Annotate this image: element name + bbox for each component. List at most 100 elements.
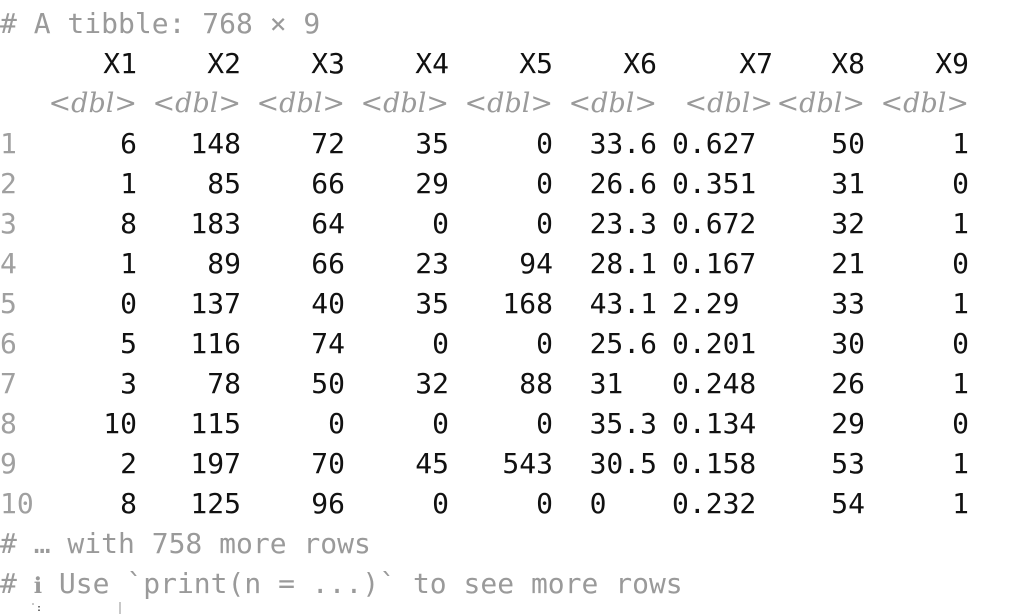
table-cell: 0	[536, 487, 553, 520]
tibble-title: # A tibble: 768 × 9	[0, 7, 321, 40]
table-row: 8 10 115 0 0 0 35.3 0.134 29 0	[0, 404, 1018, 444]
column-type: <dbl>	[256, 88, 345, 119]
prompt-glyph: ˙:	[30, 603, 43, 614]
table-cell: 50	[831, 127, 865, 160]
table-cell: 0	[432, 407, 449, 440]
column-type-row: <dbl> <dbl> <dbl> <dbl> <dbl> <dbl> <dbl…	[0, 84, 1018, 124]
table-row: 4 1 89 66 23 94 28.1 0.167 21 0	[0, 244, 1018, 284]
table-cell: 30	[831, 327, 865, 360]
table-cell: 21	[831, 247, 865, 280]
table-cell: 0	[952, 247, 969, 280]
column-header: X1	[103, 47, 137, 80]
table-cell: 26.6	[589, 167, 657, 200]
table-cell: 66	[311, 247, 345, 280]
column-header: X3	[311, 47, 345, 80]
row-number: 8	[0, 407, 17, 440]
print-hint: # ℹ Use `print(n = ...)` to see more row…	[0, 564, 683, 604]
table-cell: 0.201	[672, 327, 757, 360]
table-cell: 1	[952, 287, 969, 320]
table-cell: 0	[589, 487, 657, 520]
column-header: X6	[623, 47, 657, 80]
row-number: 9	[0, 447, 17, 480]
column-type: <dbl>	[152, 88, 241, 119]
table-cell: 96	[311, 487, 345, 520]
table-cell: 0.158	[672, 447, 757, 480]
table-cell: 1	[120, 167, 137, 200]
table-cell: 0.167	[672, 247, 757, 280]
table-cell: 35.3	[589, 407, 657, 440]
hint-prefix: #	[0, 567, 34, 600]
table-cell: 0	[536, 167, 553, 200]
row-number: 5	[0, 287, 17, 320]
table-cell: 1	[952, 367, 969, 400]
table-cell: 0	[536, 327, 553, 360]
row-number: 2	[0, 167, 17, 200]
table-cell: 125	[190, 487, 241, 520]
column-header: X2	[207, 47, 241, 80]
table-cell: 72	[311, 127, 345, 160]
table-cell: 74	[311, 327, 345, 360]
table-cell: 0.351	[672, 167, 757, 200]
table-cell: 25.6	[589, 327, 657, 360]
table-cell: 0.627	[672, 127, 757, 160]
table-cell: 70	[311, 447, 345, 480]
table-cell: 8	[120, 207, 137, 240]
table-cell: 0	[120, 287, 137, 320]
table-cell: 33.6	[589, 127, 657, 160]
table-cell: 0	[536, 207, 553, 240]
table-cell: 2	[120, 447, 137, 480]
column-header: X8	[831, 47, 865, 80]
column-type: <dbl>	[360, 88, 449, 119]
table-cell: 168	[502, 287, 553, 320]
table-cell: 3	[120, 367, 137, 400]
column-header: X4	[415, 47, 449, 80]
table-cell: 35	[415, 127, 449, 160]
table-cell: 0.248	[672, 367, 757, 400]
table-cell: 64	[311, 207, 345, 240]
table-cell: 1	[952, 127, 969, 160]
table-cell: 53	[831, 447, 865, 480]
table-cell: 0.672	[672, 207, 757, 240]
table-cell: 0	[432, 327, 449, 360]
table-cell: 29	[831, 407, 865, 440]
column-type: <dbl>	[568, 88, 657, 119]
table-row: 5 0 137 40 35 168 43.1 2.29 33 1	[0, 284, 1018, 324]
row-number: 10	[0, 487, 34, 520]
table-cell: 85	[207, 167, 241, 200]
row-number: 6	[0, 327, 17, 360]
table-row: 10 8 125 96 0 0 0 0.232 54 1	[0, 484, 1018, 524]
table-cell: 0	[536, 407, 553, 440]
table-cell: 8	[120, 487, 137, 520]
table-cell: 10	[103, 407, 137, 440]
table-row: 7 3 78 50 32 88 31 0.248 26 1	[0, 364, 1018, 404]
row-number: 3	[0, 207, 17, 240]
table-cell: 1	[952, 447, 969, 480]
table-cell: 29	[415, 167, 449, 200]
table-cell: 23.3	[589, 207, 657, 240]
table-cell: 30.5	[589, 447, 657, 480]
table-cell: 0.232	[672, 487, 757, 520]
column-type: <dbl>	[880, 88, 969, 119]
console-input-line[interactable]: ˙:	[0, 598, 200, 614]
table-cell: 0	[328, 407, 345, 440]
table-cell: 50	[311, 367, 345, 400]
table-cell: 54	[831, 487, 865, 520]
table-cell: 148	[190, 127, 241, 160]
table-cell: 28.1	[589, 247, 657, 280]
info-icon: ℹ	[33, 574, 43, 599]
column-header: X5	[519, 47, 553, 80]
table-cell: 6	[120, 127, 137, 160]
table-cell: 31	[831, 167, 865, 200]
row-number: 1	[0, 127, 17, 160]
table-cell: 32	[415, 367, 449, 400]
table-cell: 0	[432, 487, 449, 520]
column-header: X9	[935, 47, 969, 80]
table-cell: 1	[952, 487, 969, 520]
column-header-row: X1 X2 X3 X4 X5 X6 X7 X8 X9	[0, 44, 1018, 84]
more-rows-note: # … with 758 more rows	[0, 527, 371, 560]
table-cell: 0.134	[672, 407, 757, 440]
table-cell: 33	[831, 287, 865, 320]
table-cell: 5	[120, 327, 137, 360]
table-cell: 89	[207, 247, 241, 280]
